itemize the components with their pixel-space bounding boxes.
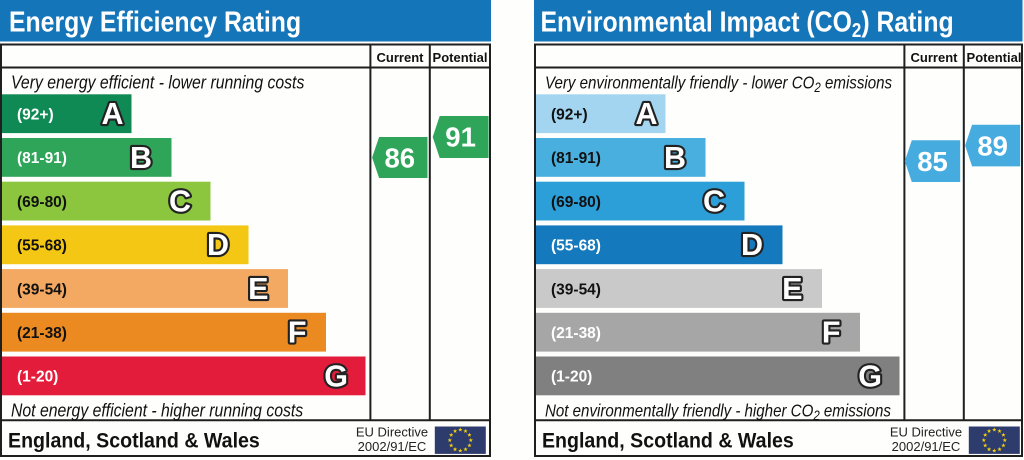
svg-text:(1-20): (1-20)	[17, 369, 58, 386]
svg-text:D: D	[207, 228, 229, 262]
svg-text:Very energy efficient - lower: Very energy efficient - lower running co…	[11, 71, 305, 93]
svg-text:F: F	[822, 316, 841, 350]
svg-text:D: D	[741, 228, 763, 262]
svg-text:Energy Efficiency Rating: Energy Efficiency Rating	[9, 5, 301, 37]
svg-text:C: C	[703, 185, 725, 219]
svg-text:89: 89	[977, 130, 1008, 161]
svg-text:C: C	[169, 185, 191, 219]
svg-text:England, Scotland & Wales: England, Scotland & Wales	[542, 429, 794, 453]
svg-text:86: 86	[385, 143, 416, 174]
svg-text:(21-38): (21-38)	[551, 325, 601, 342]
svg-text:2002/91/EC: 2002/91/EC	[358, 439, 427, 454]
svg-text:Current: Current	[911, 50, 959, 65]
svg-text:2002/91/EC: 2002/91/EC	[892, 439, 961, 454]
svg-text:(55-68): (55-68)	[17, 238, 67, 255]
svg-text:85: 85	[917, 146, 948, 177]
svg-text:(39-54): (39-54)	[17, 281, 67, 298]
svg-text:(1-20): (1-20)	[551, 369, 592, 386]
svg-text:Not environmentally friendly -: Not environmentally friendly - higher CO…	[545, 401, 891, 423]
svg-text:EU Directive: EU Directive	[356, 424, 428, 439]
svg-text:(81-91): (81-91)	[551, 150, 601, 167]
svg-text:(81-91): (81-91)	[17, 150, 67, 167]
svg-text:A: A	[635, 97, 657, 131]
svg-text:B: B	[130, 141, 152, 175]
svg-text:(21-38): (21-38)	[17, 325, 67, 342]
svg-text:EU Directive: EU Directive	[890, 424, 962, 439]
svg-text:A: A	[101, 97, 123, 131]
svg-text:E: E	[248, 272, 268, 306]
svg-text:91: 91	[445, 122, 476, 153]
svg-text:(92+): (92+)	[551, 107, 588, 124]
svg-text:(69-80): (69-80)	[17, 194, 67, 211]
svg-text:Environmental Impact (CO2) Rat: Environmental Impact (CO2) Rating	[541, 5, 954, 41]
svg-text:F: F	[288, 316, 307, 350]
svg-text:E: E	[782, 272, 802, 306]
svg-text:England, Scotland & Wales: England, Scotland & Wales	[8, 429, 260, 453]
svg-text:G: G	[324, 359, 348, 393]
svg-text:Potential: Potential	[433, 50, 488, 65]
svg-text:Very environmentally friendly: Very environmentally friendly - lower CO…	[545, 73, 892, 95]
svg-text:Potential: Potential	[967, 50, 1022, 65]
svg-text:B: B	[664, 141, 686, 175]
svg-text:Not energy efficient - higher: Not energy efficient - higher running co…	[11, 399, 304, 421]
svg-text:Current: Current	[377, 50, 425, 65]
svg-text:(92+): (92+)	[17, 107, 54, 124]
svg-text:G: G	[858, 359, 882, 393]
svg-text:(55-68): (55-68)	[551, 238, 601, 255]
svg-text:(39-54): (39-54)	[551, 281, 601, 298]
svg-text:(69-80): (69-80)	[551, 194, 601, 211]
